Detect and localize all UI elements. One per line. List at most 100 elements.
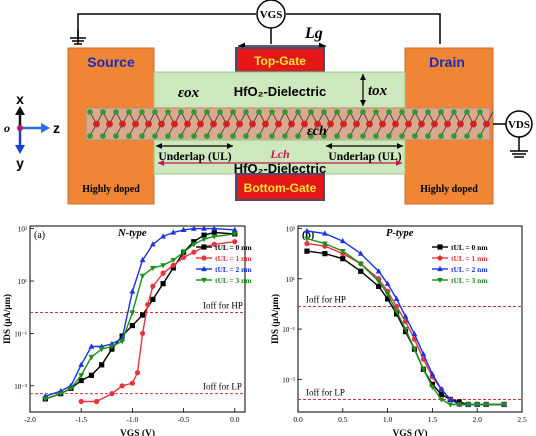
x-axis-label: x <box>16 91 24 107</box>
metal-atom <box>392 120 399 128</box>
data-point <box>78 373 85 379</box>
sulfur-atom <box>152 109 158 115</box>
data-point <box>140 330 146 337</box>
metal-atom <box>327 120 334 128</box>
sulfur-atom <box>113 109 119 115</box>
data-point <box>376 283 382 289</box>
data-point <box>150 296 156 302</box>
data-point <box>160 281 166 287</box>
x-axis-label: VGS (V) <box>120 428 155 436</box>
reference-line-label: Ioff for LP <box>306 387 345 397</box>
data-point <box>232 239 238 245</box>
metal-atom <box>132 120 139 128</box>
chart-title: N-type <box>117 228 147 239</box>
data-point <box>98 347 105 353</box>
reference-line-label: Ioff for LP <box>203 382 242 392</box>
legend-marker <box>201 255 207 261</box>
sulfur-atom <box>139 109 145 115</box>
metal-atom <box>119 120 126 128</box>
metal-atom <box>275 120 282 128</box>
data-point <box>456 402 463 408</box>
vgs-label: VGS <box>260 9 283 21</box>
x-tick-label: 0.5 <box>338 415 348 424</box>
data-point <box>129 288 136 294</box>
sulfur-atom <box>425 109 431 115</box>
plot-frame <box>29 225 246 413</box>
data-point <box>420 367 427 373</box>
metal-atom <box>93 120 100 128</box>
data-point <box>322 230 328 236</box>
data-point <box>411 330 418 337</box>
sulfur-atom <box>360 109 366 115</box>
x-axis-label: VGS (V) <box>392 428 427 436</box>
data-point <box>68 386 74 392</box>
legend-marker <box>437 265 443 272</box>
metal-atom <box>340 120 347 128</box>
data-point <box>190 225 197 231</box>
chart-n-type: Ioff for HP Ioff for LP -2.0 -1.5 -1.0 -0.5 0.… <box>2 225 252 436</box>
data-point <box>109 344 115 350</box>
data-point <box>78 377 84 384</box>
data-point <box>322 241 328 247</box>
highly-doped-right: Highly doped <box>420 184 478 195</box>
metal-atom <box>184 120 191 128</box>
data-point <box>201 225 207 231</box>
data-point <box>170 229 177 235</box>
lch-label: Lch <box>269 147 290 161</box>
metal-atom <box>444 120 451 128</box>
data-point <box>322 251 328 257</box>
y-axis-label: IDS (μA/μm) <box>270 294 280 344</box>
y-tick-label: 10¹ <box>18 278 27 286</box>
sulfur-atom <box>360 133 366 139</box>
sulfur-atom <box>269 109 275 115</box>
x-axis-arrowhead <box>15 106 25 115</box>
data-point <box>190 242 197 248</box>
vgs-source-symbol <box>256 0 286 29</box>
sulfur-atom <box>256 109 262 115</box>
y-tick-label: 10³ <box>18 226 27 234</box>
vds-label: VDS <box>508 119 530 131</box>
highly-doped-left: Highly doped <box>82 184 140 195</box>
ground-symbol-right <box>510 137 528 158</box>
origin-dot <box>17 125 23 131</box>
legend-marker <box>437 255 443 261</box>
x-tick-label: 2.0 <box>473 415 483 424</box>
sulfur-atom <box>347 109 353 115</box>
x-tick-label: -2.0 <box>24 415 36 424</box>
x-tick-label: 0.0 <box>230 415 240 424</box>
y-axis-label: IDS (μA/μm) <box>2 294 12 344</box>
sulfur-atom <box>87 133 93 139</box>
data-point <box>304 248 310 254</box>
sulfur-atom <box>100 109 106 115</box>
data-point <box>384 291 391 297</box>
sulfur-atom <box>113 133 119 139</box>
data-point <box>145 301 151 308</box>
data-point <box>149 265 156 272</box>
coordinate-axes: x z y o <box>4 91 60 171</box>
legend-label: tUL = 3 nm <box>451 276 488 285</box>
sulfur-atom <box>100 133 106 139</box>
sulfur-atom <box>282 133 288 139</box>
y-axis-label: y <box>16 155 24 171</box>
top-gate <box>235 47 325 73</box>
data-point <box>201 232 207 238</box>
sulfur-atom <box>269 133 275 139</box>
metal-atom <box>457 120 464 128</box>
y-tick-label: 10⁻¹ <box>282 326 295 334</box>
y-tick-label: 10³ <box>286 226 295 234</box>
sulfur-atom <box>334 133 340 139</box>
sulfur-atom <box>425 133 431 139</box>
eps-ox-label: εox <box>178 85 200 101</box>
sulfur-atom <box>126 133 132 139</box>
mos2-lattice <box>87 109 494 139</box>
data-point <box>340 256 346 262</box>
metal-atom <box>379 120 386 128</box>
dielectric-bottom-label: HfO₂-Dielectric <box>234 161 326 176</box>
y-tick-label: 10⁻³ <box>282 376 295 384</box>
sulfur-atom <box>282 109 288 115</box>
dielectric-top-label: HfO₂-Dielectric <box>234 84 326 99</box>
data-point <box>438 397 445 403</box>
underlap-left-label: Underlap (UL) <box>158 151 231 163</box>
sulfur-atom <box>412 109 418 115</box>
sulfur-atom <box>178 133 184 139</box>
